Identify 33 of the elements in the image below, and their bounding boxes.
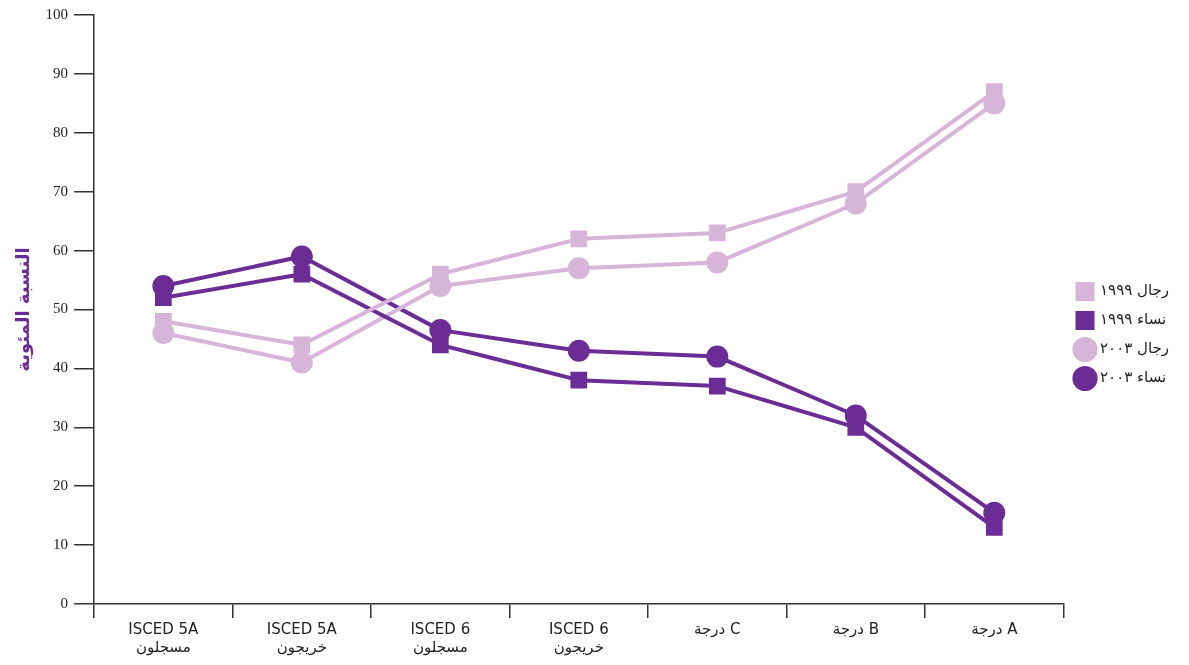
x-tick-label: درجة A — [971, 619, 1019, 638]
y-tick-label: 20 — [53, 477, 69, 494]
y-tick-label: 70 — [53, 182, 69, 199]
y-tick-label: 0 — [60, 594, 69, 611]
y-tick-label: 50 — [53, 300, 69, 317]
point — [570, 230, 588, 248]
point — [567, 257, 590, 280]
y-tick-label: 30 — [53, 418, 69, 435]
point — [708, 224, 726, 242]
y-tick-label: 60 — [53, 241, 69, 258]
point — [293, 336, 311, 354]
y-tick-label: 80 — [53, 123, 69, 140]
point — [293, 265, 311, 283]
point — [290, 245, 313, 268]
legend-label: رجال ١٩٩٩ — [1100, 281, 1170, 300]
point — [706, 345, 729, 368]
y-tick-label: 100 — [45, 5, 69, 22]
point — [567, 339, 590, 362]
point — [985, 519, 1003, 536]
y-axis-title: النسبة المئوية — [12, 247, 35, 372]
point — [431, 336, 449, 354]
y-tick-label: 40 — [53, 359, 69, 376]
legend-label: نساء ٢٠٠٣ — [1100, 368, 1167, 387]
legend-label: نساء ١٩٩٩ — [1100, 310, 1167, 329]
point — [708, 377, 726, 395]
point — [570, 371, 588, 389]
point — [706, 251, 729, 274]
y-tick-label: 90 — [53, 64, 69, 81]
y-tick-label: 10 — [53, 536, 69, 553]
x-tick-label: درجة B — [832, 619, 879, 638]
legend-label: رجال ٢٠٠٣ — [1100, 339, 1170, 358]
point — [290, 351, 313, 374]
x-tick-label: درجة C — [694, 619, 741, 638]
